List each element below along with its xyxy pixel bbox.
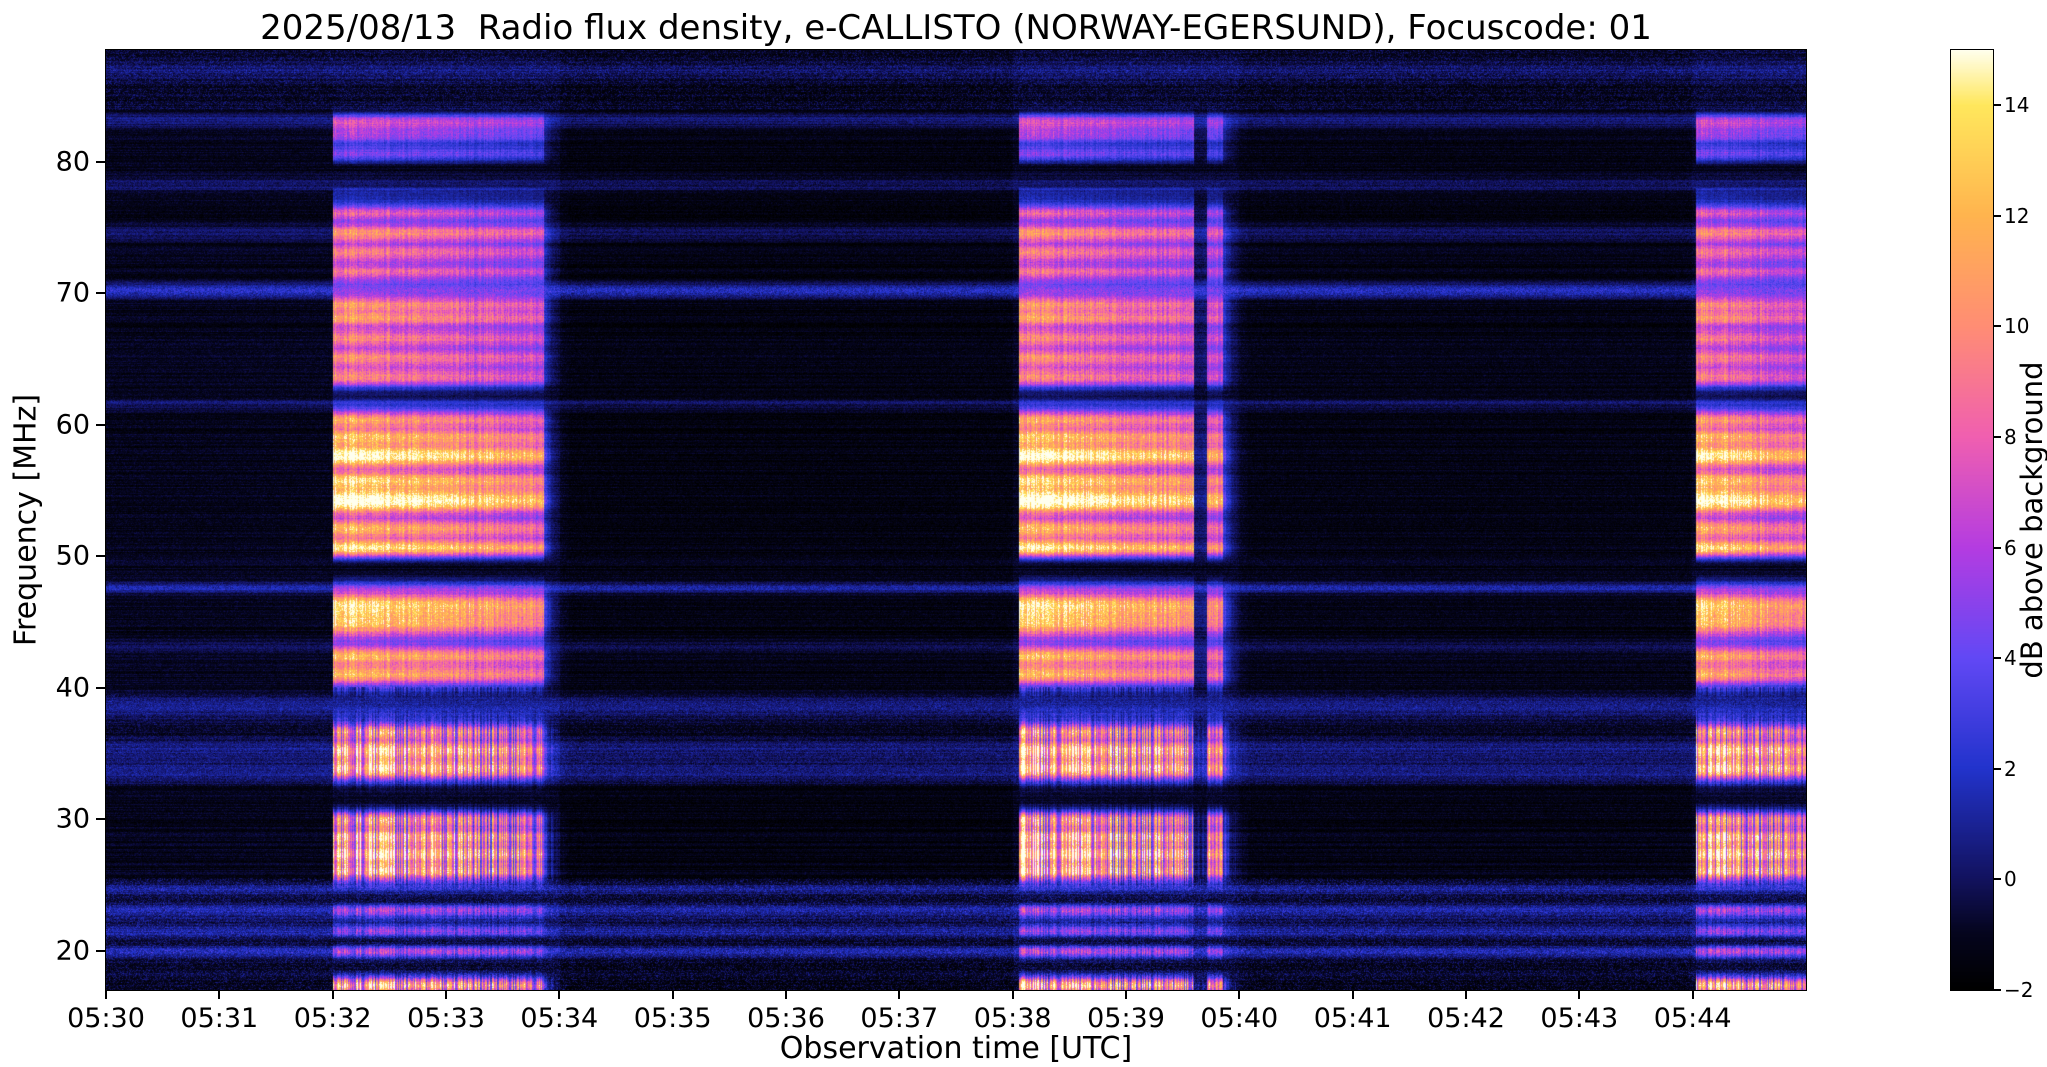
x-tick-label: 05:39 (1087, 1003, 1165, 1034)
y-tick-mark (96, 160, 105, 163)
x-tick-mark (218, 990, 221, 999)
colorbar-tick-mark (1994, 989, 2001, 991)
x-tick-label: 05:33 (407, 1003, 485, 1034)
colorbar-tick-label: 8 (2004, 425, 2017, 450)
y-tick-label: 50 (55, 540, 90, 572)
x-tick-label: 05:31 (180, 1003, 259, 1034)
chart-title: 2025/08/13 Radio flux density, e-CALLIST… (260, 8, 1652, 48)
y-tick-label: 20 (55, 935, 90, 967)
y-tick-label: 60 (55, 409, 90, 441)
x-tick-label: 05:44 (1653, 1003, 1732, 1034)
colorbar (1950, 49, 1994, 991)
x-tick-mark (671, 990, 674, 999)
x-tick-mark (331, 990, 334, 999)
x-tick-mark (1351, 990, 1354, 999)
x-tick-mark (785, 990, 787, 999)
colorbar-tick-mark (1994, 767, 2001, 770)
y-tick-label: 70 (55, 277, 90, 309)
y-tick-label: 30 (55, 803, 90, 835)
x-tick-mark (558, 990, 561, 999)
x-tick-label: 05:41 (1313, 1003, 1392, 1034)
colorbar-tick-mark (1994, 436, 2001, 439)
y-tick-mark (96, 949, 105, 952)
colorbar-tick-label: 2 (2004, 756, 2017, 781)
x-tick-label: 05:38 (973, 1003, 1052, 1034)
y-tick-mark (96, 686, 105, 689)
spectrogram-canvas (106, 50, 1806, 990)
x-tick-mark (1125, 990, 1127, 999)
y-tick-label: 40 (55, 672, 90, 704)
colorbar-tick-label: 10 (2004, 314, 2030, 339)
y-tick-mark (96, 555, 105, 558)
colorbar-tick-label: 12 (2004, 203, 2030, 228)
x-tick-label: 05:42 (1427, 1003, 1505, 1034)
colorbar-tick-mark (1994, 657, 2001, 660)
colorbar-tick-mark (1994, 104, 2001, 107)
x-tick-mark (1011, 990, 1014, 999)
x-tick-label: 05:37 (860, 1003, 939, 1034)
x-tick-mark (1691, 990, 1694, 999)
colorbar-tick-mark (1994, 214, 2001, 217)
x-tick-mark (1578, 990, 1581, 999)
x-tick-mark (1465, 990, 1467, 999)
y-tick-mark (96, 818, 105, 821)
colorbar-tick-label: 6 (2004, 535, 2017, 560)
x-tick-label: 05:40 (1200, 1003, 1279, 1034)
colorbar-tick-label: 14 (2004, 93, 2030, 118)
colorbar-label: dB above background (2015, 361, 2047, 679)
x-tick-mark (898, 990, 901, 999)
x-tick-label: 05:34 (520, 1003, 599, 1034)
y-tick-mark (96, 423, 105, 426)
colorbar-tick-label: −2 (2004, 978, 2034, 1002)
spectrogram-plot-area (105, 49, 1807, 991)
colorbar-tick-mark (1994, 878, 2001, 881)
colorbar-tick-label: 4 (2004, 646, 2017, 671)
x-tick-label: 05:35 (633, 1003, 712, 1034)
colorbar-tick-mark (1994, 546, 2001, 549)
y-tick-mark (96, 292, 105, 295)
y-tick-label: 80 (55, 146, 90, 178)
colorbar-tick-label: 0 (2004, 867, 2017, 892)
x-tick-label: 05:43 (1540, 1003, 1619, 1034)
x-tick-label: 05:32 (293, 1003, 372, 1034)
x-tick-label: 05:36 (747, 1003, 825, 1034)
colorbar-canvas (1951, 50, 1993, 990)
x-tick-label: 05:30 (67, 1003, 145, 1034)
x-tick-mark (445, 990, 447, 999)
x-tick-mark (105, 990, 107, 999)
x-tick-mark (1238, 990, 1241, 999)
colorbar-tick-mark (1994, 325, 2001, 328)
x-axis-label: Observation time [UTC] (779, 1031, 1133, 1066)
